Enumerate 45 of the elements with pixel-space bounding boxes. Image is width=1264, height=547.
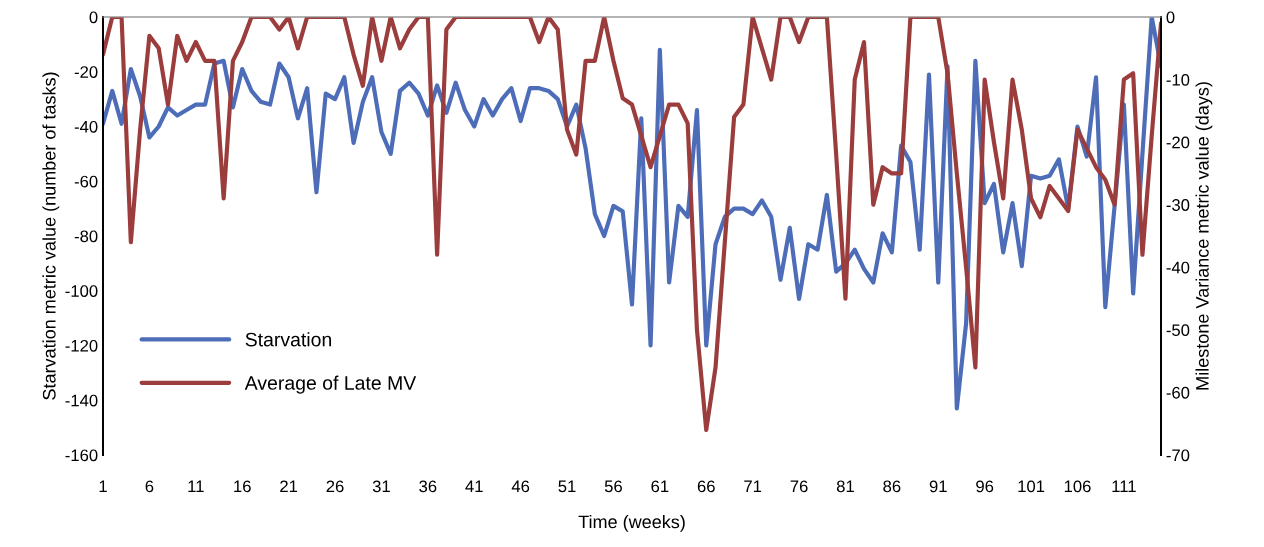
x-tick-label: 61 — [651, 480, 669, 493]
legend-label: Average of Late MV — [244, 375, 417, 394]
y2-axis-title: Milestone Variance metric value (days) — [1195, 82, 1213, 390]
x-tick-label: 41 — [465, 480, 483, 493]
y-tick-label: -140 — [65, 394, 98, 407]
y2-tick-label: -40 — [1166, 261, 1190, 274]
y-tick-label: -160 — [65, 449, 98, 462]
y-tick-label: -100 — [65, 285, 98, 297]
y2-tick-label: -70 — [1166, 449, 1190, 462]
x-tick-label: 16 — [234, 480, 251, 493]
x-tick-label: 31 — [372, 480, 390, 493]
y2-tick-label: -50 — [1166, 324, 1190, 337]
x-tick-label: 101 — [1018, 480, 1045, 493]
y-tick-label: -60 — [74, 175, 98, 188]
x-tick-label: 26 — [326, 480, 344, 493]
x-tick-label: 96 — [976, 480, 994, 493]
x-tick-label: 111 — [1112, 480, 1136, 493]
x-axis-title: Time (weeks) — [578, 514, 685, 532]
x-tick-label: 21 — [280, 480, 298, 493]
y-axis-title: Starvation metric value (number of tasks) — [42, 72, 60, 400]
y2-tick-label: -30 — [1166, 199, 1190, 211]
y2-tick-label: -60 — [1166, 386, 1190, 399]
y-tick-label: -120 — [65, 339, 98, 352]
y-tick-label: -80 — [74, 230, 98, 243]
x-tick-label: 36 — [419, 480, 437, 493]
y-tick-label: -40 — [74, 120, 98, 133]
y2-tick-label: -20 — [1166, 136, 1190, 149]
x-tick-label: 46 — [511, 480, 530, 493]
y-tick-label: 0 — [89, 11, 98, 24]
x-tick-label: 51 — [558, 480, 576, 493]
x-tick-label: 106 — [1064, 480, 1091, 493]
x-tick-label: 81 — [836, 480, 854, 493]
x-tick-label: 1 — [99, 480, 107, 493]
legend-label: Starvation — [245, 332, 331, 347]
y-tick-label: -20 — [74, 66, 98, 78]
x-tick-label: 71 — [744, 480, 762, 493]
x-tick-label: 11 — [188, 480, 204, 493]
x-tick-label: 76 — [790, 480, 808, 493]
x-tick-label: 91 — [929, 480, 947, 493]
x-tick-label: 86 — [883, 480, 901, 493]
x-tick-label: 66 — [697, 480, 715, 493]
y2-tick-label: 0 — [1166, 11, 1175, 24]
y2-tick-label: -10 — [1166, 73, 1190, 86]
x-tick-label: 56 — [604, 480, 622, 493]
x-tick-label: 6 — [145, 480, 154, 493]
